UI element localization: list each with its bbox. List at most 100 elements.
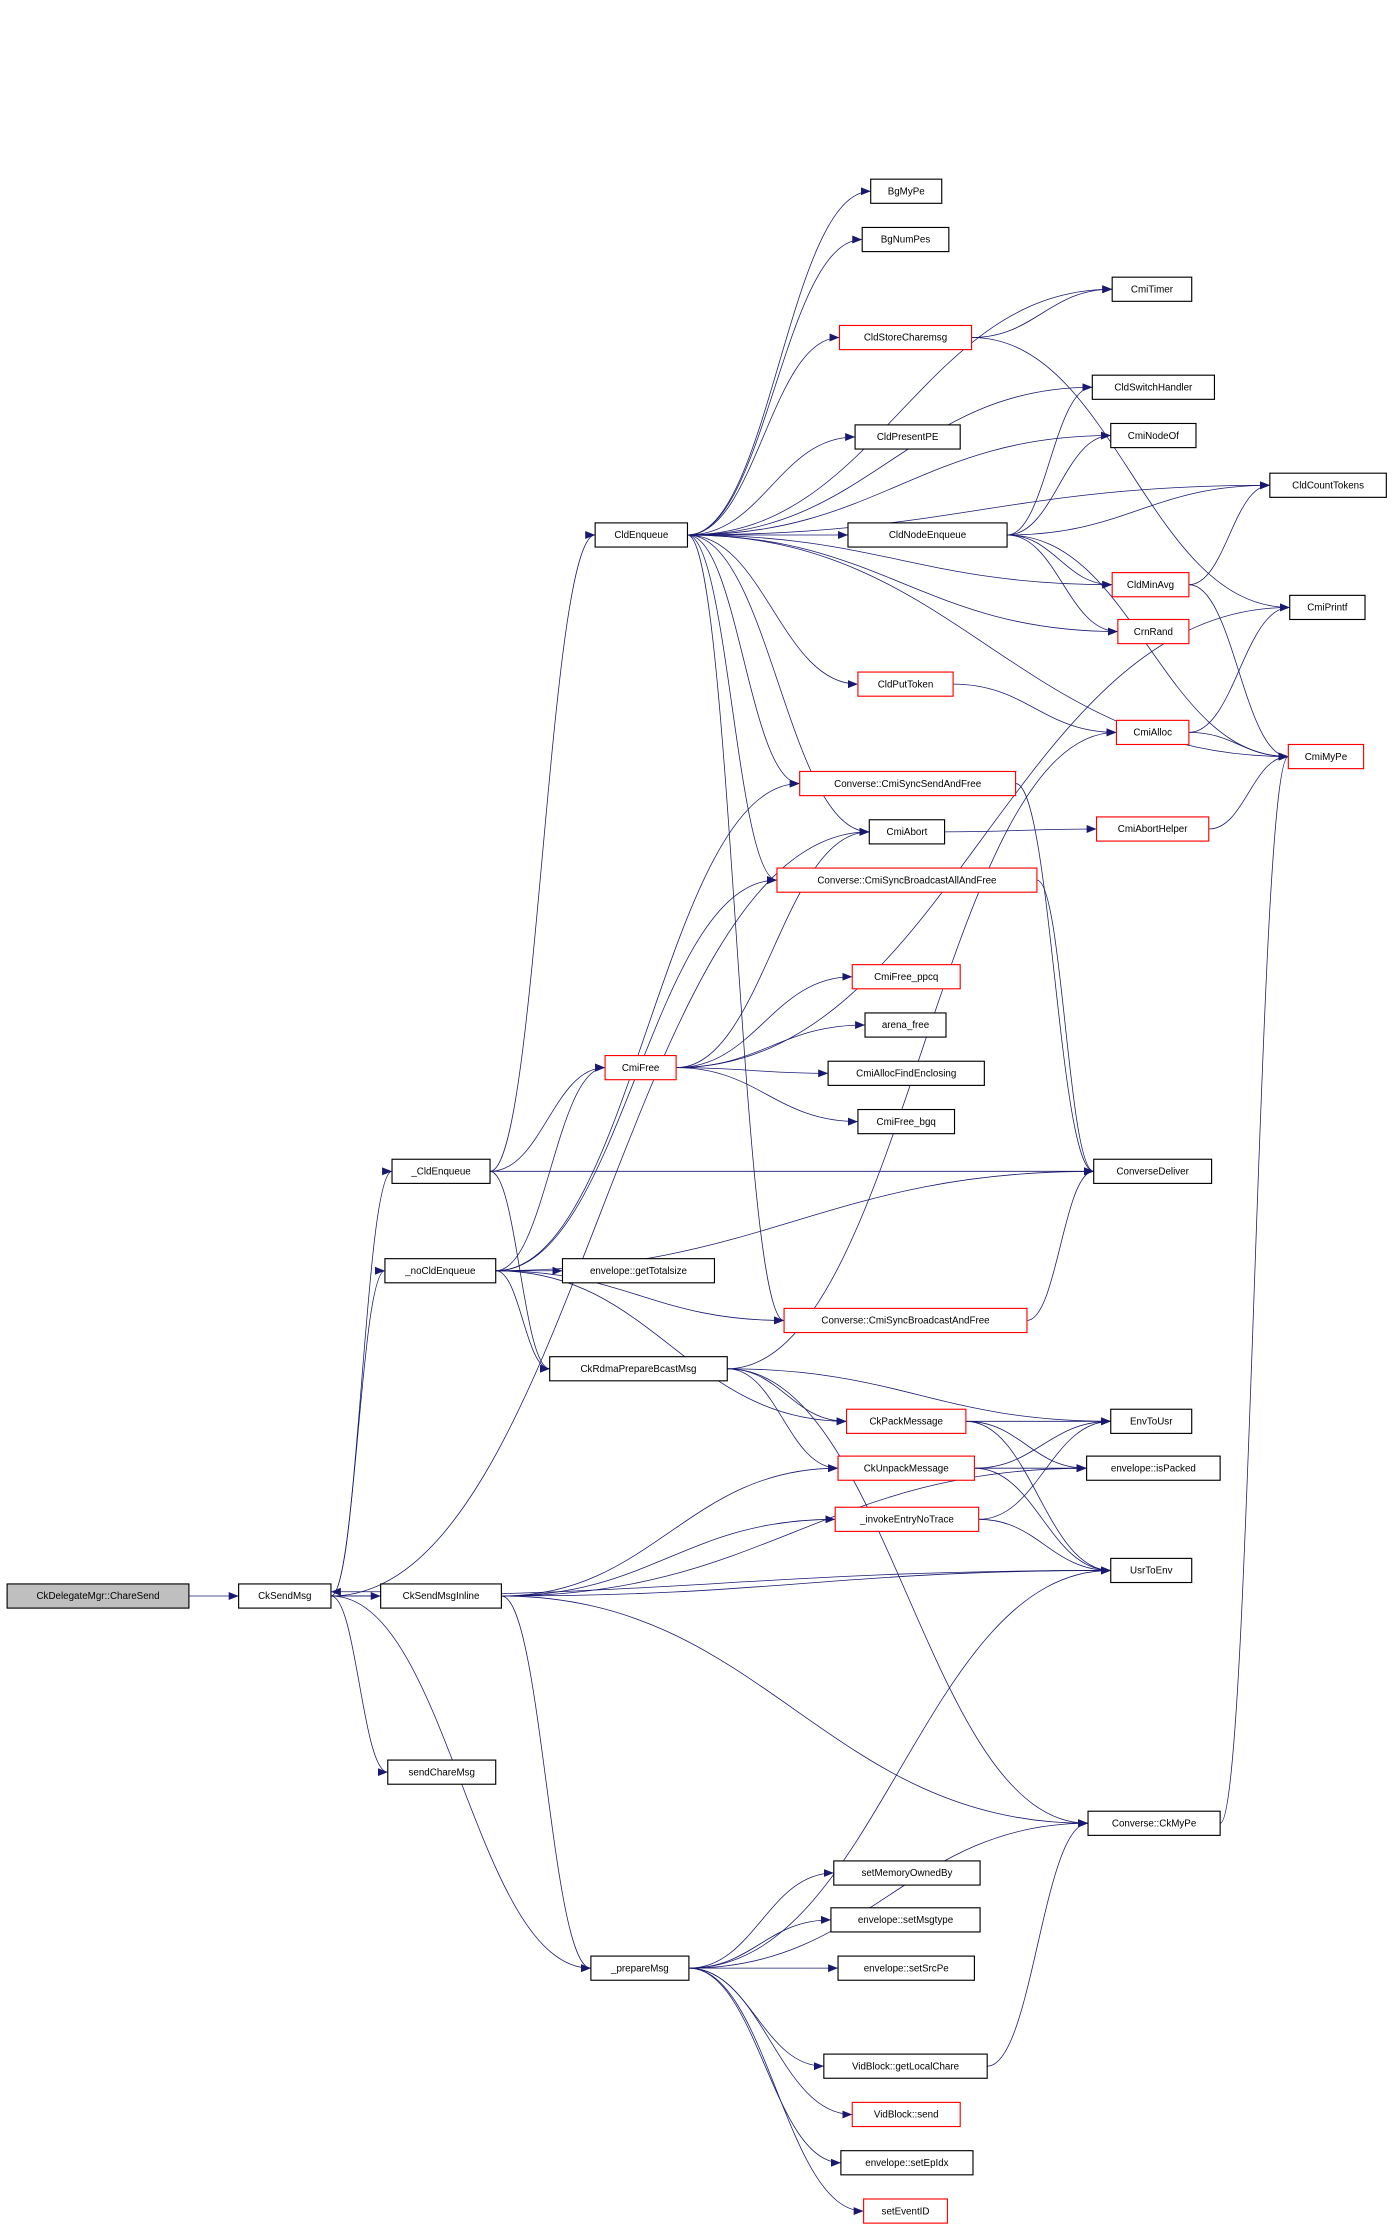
edge-cldputtoken-to-cmialloc: [953, 683, 1117, 737]
node-conversedeliver[interactable]: ConverseDeliver: [1093, 1158, 1213, 1184]
node-label: envelope::getTotalsize: [590, 1266, 687, 1277]
edge-preparemsg-to-setmemoryownedby: [688, 1869, 834, 1969]
edge-cksendmsginline-to-ckunpackmessage: [501, 1464, 839, 1597]
node-cmiallocfindenclosing[interactable]: CmiAllocFindEnclosing: [827, 1060, 985, 1086]
node-cldswitchhandler[interactable]: CldSwitchHandler: [1091, 374, 1216, 400]
node-label: BgMyPe: [888, 186, 926, 197]
node-arena-free[interactable]: arena_free: [864, 1012, 947, 1038]
node-ckrdmapreparebcastmsg[interactable]: CkRdmaPrepareBcastMsg: [549, 1356, 728, 1382]
node-label: CldSwitchHandler: [1114, 382, 1193, 393]
node-label: CmiAbort: [887, 827, 928, 838]
edge-cksendmsginline-to-usrtoenv: [501, 1566, 1111, 1597]
node-bgmype[interactable]: BgMyPe: [870, 178, 943, 204]
edge-cldstorecharemsg-to-cmitimer: [971, 285, 1113, 338]
node-label: Converse::CmiSyncSendAndFree: [834, 779, 982, 790]
node-nocldenqueue[interactable]: _noCldEnqueue: [384, 1258, 497, 1284]
node-bgnumpes[interactable]: BgNumPes: [861, 226, 950, 253]
edge-cldnodeenqueue-to-cmimype: [1007, 534, 1289, 761]
node-cmialloc[interactable]: CmiAlloc: [1115, 719, 1190, 746]
node-box: [834, 1506, 980, 1532]
edge-cmialloc-to-cmimype: [1188, 732, 1289, 761]
edge-cmifree-to-cmiallocfindenclosing: [676, 1067, 829, 1078]
node-box: [1087, 1810, 1221, 1836]
node-cmifree-bgq[interactable]: CmiFree_bgq: [857, 1108, 956, 1135]
node-cmitimer[interactable]: CmiTimer: [1111, 276, 1193, 302]
node-label: CldEnqueue: [614, 530, 668, 541]
node-label: _invokeEntryNoTrace: [859, 1515, 954, 1526]
node-cmiaborthelper[interactable]: CmiAbortHelper: [1095, 816, 1210, 842]
node-vidblock-send[interactable]: VidBlock::send: [851, 2101, 961, 2128]
node-invokeentrynotrace[interactable]: _invokeEntryNoTrace: [834, 1506, 980, 1532]
node-label: CrnRand: [1134, 627, 1173, 638]
node-cmiabort[interactable]: CmiAbort: [868, 819, 946, 845]
edge-cldnodeenqueue-to-crnrand: [1007, 534, 1118, 636]
node-cmiprintf[interactable]: CmiPrintf: [1289, 594, 1366, 621]
node-label: _CldEnqueue: [410, 1167, 471, 1178]
node-usrtoenv[interactable]: UsrToEnv: [1110, 1557, 1193, 1584]
node-box: [847, 522, 1008, 548]
edge-cldnodeenqueue-to-cldswitchhandler: [1007, 383, 1093, 536]
node-converse-ckmype[interactable]: Converse::CkMyPe: [1087, 1810, 1221, 1836]
node-label: VidBlock::getLocalChare: [852, 2061, 960, 2072]
edge-ckrdma-to-ckunpackmessage: [727, 1368, 839, 1473]
node-envelope-setepidx[interactable]: envelope::setEpIdx: [840, 2150, 974, 2176]
node-seteventid[interactable]: setEventID: [863, 2198, 948, 2224]
edge-cmiabort-to-cmiaborthelper: [944, 825, 1097, 833]
node-vidblock-getlocalchare[interactable]: VidBlock::getLocalChare: [823, 2053, 988, 2079]
edge-cldenqueue-to-cldputtoken: [687, 534, 858, 689]
node-cminodeof[interactable]: CmiNodeOf: [1110, 422, 1197, 449]
node-envelope-setmsgtype[interactable]: envelope::setMsgtype: [830, 1907, 981, 1933]
node-label: CldPresentPE: [877, 432, 939, 443]
edge-cksendmsginline-to-ckmype: [501, 1595, 1089, 1828]
node-box: [1093, 1158, 1213, 1184]
node-sendcharemsg[interactable]: sendChareMsg: [387, 1759, 497, 1785]
node-envtousr[interactable]: EnvToUsr: [1110, 1408, 1193, 1434]
node-envelope-gettotalsize[interactable]: envelope::getTotalsize: [561, 1258, 716, 1284]
node-preparemsg[interactable]: _prepareMsg: [590, 1955, 690, 1981]
node-box: [590, 1955, 690, 1981]
node-box: [857, 1108, 956, 1135]
edge-cmiaborthelper-to-cmimype: [1208, 752, 1289, 830]
node-envelope-ispacked[interactable]: envelope::isPacked: [1086, 1455, 1221, 1481]
node-envelope-setsrcpe[interactable]: envelope::setSrcPe: [837, 1955, 975, 1981]
node-ckdelegatemgr-charesend[interactable]: CkDelegateMgr::ChareSend: [6, 1583, 190, 1609]
edge-nocldenqueue-to-conversedeliver: [495, 1167, 1094, 1272]
node-box: [840, 2150, 974, 2176]
node-cldenqueue[interactable]: CldEnqueue: [594, 522, 689, 548]
node-cldputtoken[interactable]: CldPutToken: [857, 671, 954, 697]
node-box: [1115, 719, 1190, 746]
node-cmimype[interactable]: CmiMyPe: [1287, 743, 1365, 770]
node-setmemoryownedby[interactable]: setMemoryOwnedBy: [833, 1860, 981, 1886]
node-cksendmsginline[interactable]: CkSendMsgInline: [380, 1583, 502, 1609]
node-cldpresentpe[interactable]: CldPresentPE: [854, 424, 961, 450]
node-cksendmsg[interactable]: CkSendMsg: [238, 1583, 332, 1609]
node-box: [238, 1583, 332, 1609]
node-box: [833, 1860, 981, 1886]
node-box: [391, 1158, 491, 1184]
node-label: CkDelegateMgr::ChareSend: [36, 1591, 159, 1602]
node-box: [1289, 594, 1366, 621]
node-cldnodeenqueue[interactable]: CldNodeEnqueue: [847, 522, 1008, 548]
node-cldminavg[interactable]: CldMinAvg: [1111, 572, 1190, 598]
node-box: [604, 1054, 677, 1081]
node-converse-cmisyncbroadcastallandfree[interactable]: Converse::CmiSyncBroadcastAllAndFree: [776, 867, 1038, 893]
node-box: [1110, 1557, 1193, 1584]
node-box: [1111, 572, 1190, 598]
node-label: CldStoreCharemsg: [864, 333, 947, 344]
node-cldcounttokens[interactable]: CldCountTokens: [1269, 472, 1387, 498]
node-ckunpackmessage[interactable]: CkUnpackMessage: [837, 1455, 975, 1481]
edge-cldenqueue-to-cmiabort: [687, 534, 870, 836]
node-box: [1269, 472, 1387, 498]
node-ckpackmessage[interactable]: CkPackMessage: [845, 1408, 967, 1434]
node-label: Converse::CmiSyncBroadcastAndFree: [821, 1316, 990, 1327]
node-converse-cmisyncsendandfree[interactable]: Converse::CmiSyncSendAndFree: [799, 770, 1017, 797]
node-label: Converse::CmiSyncBroadcastAllAndFree: [817, 875, 997, 886]
node-cldstorecharemsg[interactable]: CldStoreCharemsg: [838, 324, 973, 351]
node-converse-cmisyncbroadcastandfree[interactable]: Converse::CmiSyncBroadcastAndFree: [783, 1307, 1028, 1334]
node-crnrand[interactable]: CrnRand: [1117, 618, 1190, 645]
node-label: CmiFree: [622, 1063, 660, 1074]
node-cmifree-ppcq[interactable]: CmiFree_ppcq: [851, 964, 961, 990]
node-cmifree[interactable]: CmiFree: [604, 1054, 677, 1081]
node-box: [1110, 422, 1197, 449]
node-cldenqueue[interactable]: _CldEnqueue: [391, 1158, 491, 1184]
